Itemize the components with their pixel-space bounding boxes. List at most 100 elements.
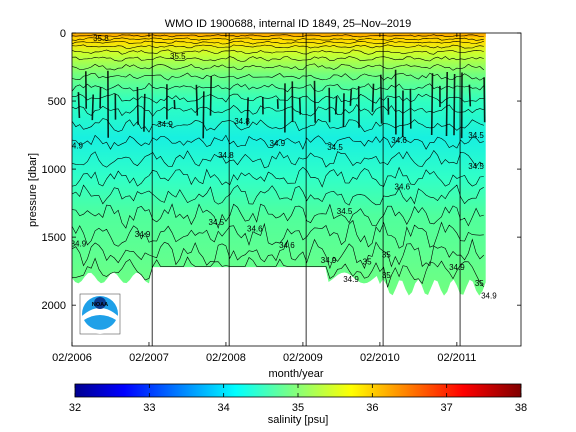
contour-label: 34.9 [157,120,173,129]
profile-line [298,97,302,115]
contour-label: 35.8 [93,34,109,43]
contour-line [72,93,484,104]
contour-labels: 35.8 35.5 34.9 34.8 34.8 34.9 34.5 34.6 34.5 34.9… [67,34,497,300]
noaa-logo-text: NOAA [92,302,108,308]
y-axis: 0 500 1000 1500 2000 [42,28,521,312]
contour-label: 34.6 [391,136,407,145]
profile-line [77,92,81,119]
profile-line [209,76,212,116]
colorbar-ticks: 32 33 34 35 36 37 38 [69,384,527,414]
contour-label: 35 [382,271,391,280]
x-tick-label: 02/2010 [360,352,400,364]
contour-lines [72,33,486,288]
contour-line [72,238,485,270]
contour-line [72,166,484,188]
contour-line [72,40,484,45]
colorbar-tick-label: 34 [218,402,230,414]
contour-line [72,219,484,249]
contour-label: 34.9 [135,230,151,239]
contour-label: 34.5 [468,131,484,140]
x-tick-label: 02/2011 [437,352,476,364]
colorbar-tick-label: 36 [366,402,378,414]
contour-line [72,134,484,150]
profile-lines [77,69,486,139]
profile-line [91,94,94,121]
contour-line [72,49,484,55]
contour-label: 34.5 [468,162,484,171]
year-markers [151,33,461,346]
profile-line [349,89,353,106]
contour-line [72,63,484,71]
profile-line [371,83,375,112]
contour-line [72,82,485,93]
contour-line [72,149,485,169]
contour-line [72,256,485,288]
profile-line [453,73,456,136]
contour-label: 34.6 [279,241,295,250]
contour-label: 35 [475,279,484,288]
chart-title: WMO ID 1900688, internal ID 1849, 25–Nov… [165,18,411,30]
contour-line [72,44,484,49]
contour-label: 34.9 [71,240,87,249]
x-tick-label: 02/2007 [129,352,169,364]
contour-line [72,184,484,206]
contour-label: 34.9 [321,256,337,265]
contour-label: 35 [363,257,372,266]
y-tick-label: 2000 [42,300,66,312]
profile-line [202,91,205,139]
contour-label: 34.5 [327,143,343,152]
profile-line [380,74,383,124]
x-tick-label: 02/2006 [52,352,92,364]
contour-line [72,103,484,117]
contour-label: 34.9 [449,263,465,272]
profile-line [342,93,345,127]
colorbar-tick-label: 38 [515,402,527,414]
contour-line [72,37,484,41]
profile-line [468,84,472,107]
colorbar-label: salinity [psu] [268,414,329,426]
profile-line [143,93,146,132]
contour-line [72,72,484,81]
plot-area [71,32,522,347]
x-tick-label: 02/2009 [283,352,323,364]
profile-line [313,80,316,123]
contour-line [72,203,484,230]
x-axis: 02/2006 02/2007 02/2008 02/2009 02/2010 02/20… [52,33,476,364]
contour-label: 34.9 [481,291,497,300]
contour-label: 34.6 [395,183,411,192]
y-tick-label: 1000 [42,164,66,176]
salinity-field [72,33,486,296]
profile-line [430,73,434,136]
profile-line [445,71,448,137]
profile-line [246,97,249,126]
x-axis-label: month/year [268,368,323,380]
contour-label: 34.9 [67,142,83,151]
contour-label: 34.8 [234,117,250,126]
contour-line [72,118,484,133]
contour-label: 34.9 [270,139,286,148]
profile-line [136,86,139,125]
profile-line [195,84,199,116]
colorbar-tick-label: 33 [143,402,155,414]
x-tick-label: 02/2008 [206,352,246,364]
contour-label: 34.6 [247,225,263,234]
y-tick-label: 0 [60,28,66,40]
y-tick-label: 1500 [42,232,66,244]
contour-label: 34.5 [209,218,225,227]
y-axis-label: pressure [dbar] [27,153,39,227]
contour-label: 34.9 [343,275,359,284]
profile-line [483,77,486,123]
contour-label: 35 [382,251,391,260]
noaa-logo: NOAA [79,293,121,335]
contour-label: 34.5 [337,207,353,216]
colorbar-tick-label: 37 [441,402,453,414]
contour-label: 35.5 [170,52,186,61]
colorbar-tick-label: 32 [69,402,81,414]
profile-line [173,99,176,109]
contour-line [72,34,484,38]
profile-line [334,96,338,115]
colorbar-tick-label: 35 [292,402,304,414]
contour-line [72,56,484,62]
y-tick-label: 500 [48,96,66,108]
